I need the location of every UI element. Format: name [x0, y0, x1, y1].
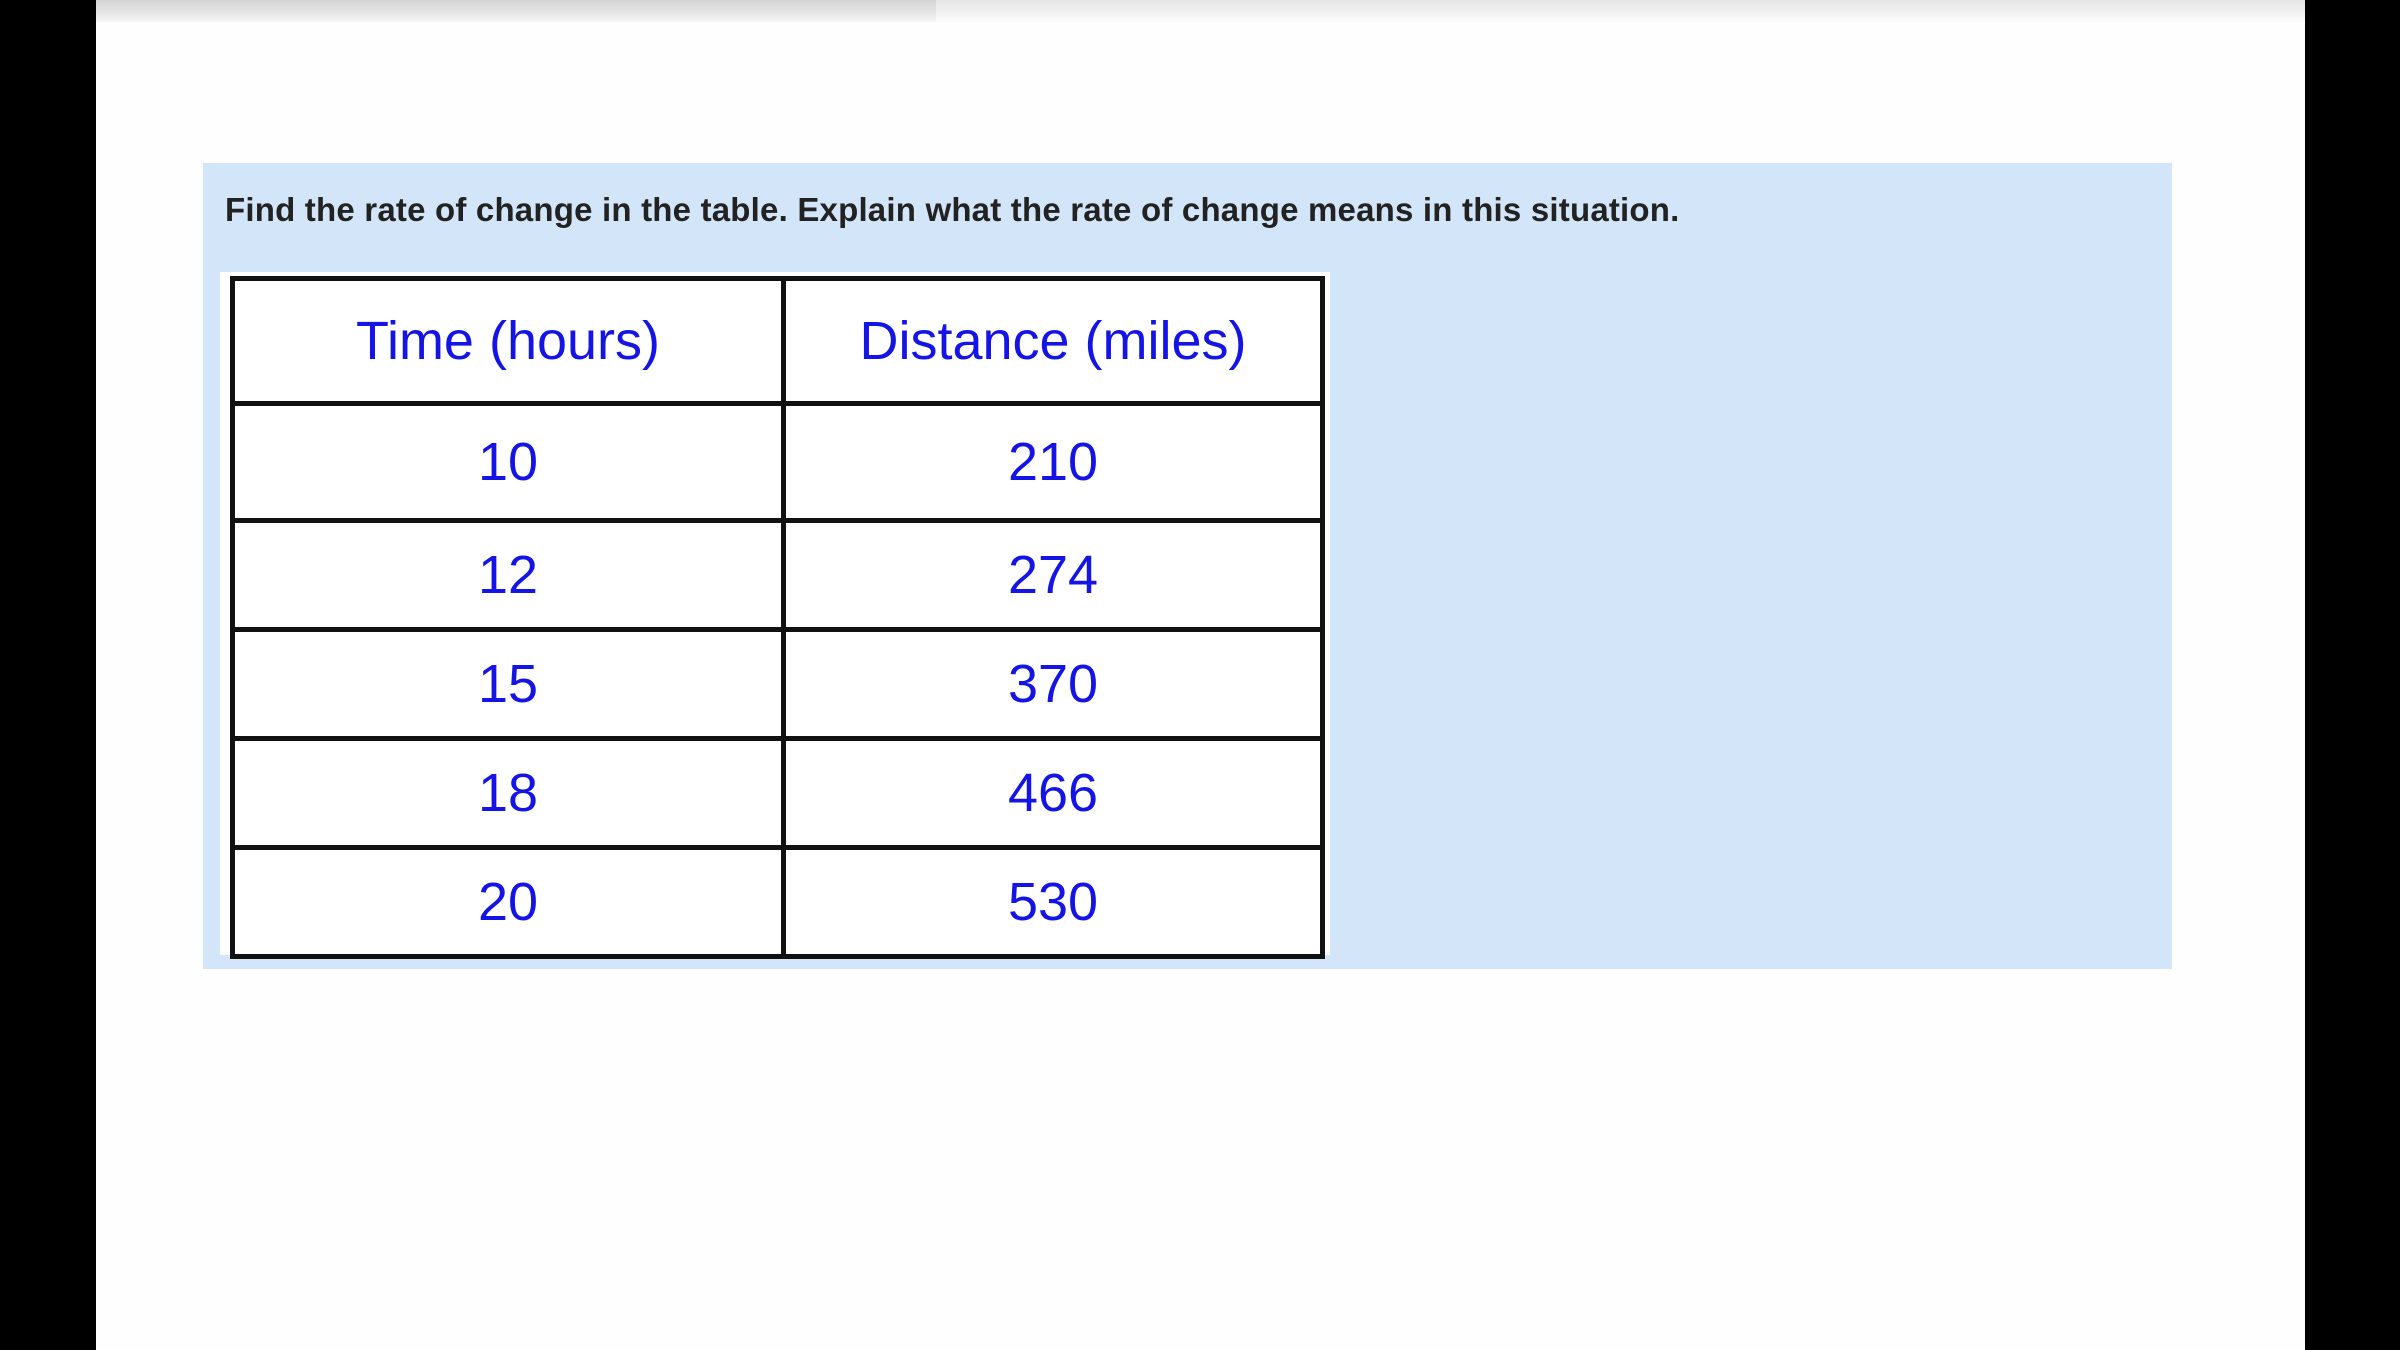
top-shadow-bar [96, 0, 2305, 22]
table-row: 10 210 [230, 401, 1325, 523]
cell-time: 12 [230, 518, 786, 632]
question-panel: Find the rate of change in the table. Ex… [203, 163, 2172, 969]
table-container: Time (hours) Distance (miles) 10 210 12 … [220, 272, 1330, 959]
cell-time: 18 [230, 736, 786, 850]
question-prompt: Find the rate of change in the table. Ex… [225, 191, 1680, 228]
cell-time: 20 [230, 845, 786, 959]
slide-page: Find the rate of change in the table. Ex… [96, 0, 2305, 1350]
time-distance-table: Time (hours) Distance (miles) 10 210 12 … [230, 276, 1325, 959]
table-row: 15 370 [230, 627, 1325, 741]
header-time: Time (hours) [230, 276, 786, 406]
cell-distance: 370 [781, 627, 1325, 741]
cell-time: 15 [230, 627, 786, 741]
cell-time: 10 [230, 401, 786, 523]
table-row: 12 274 [230, 518, 1325, 632]
cell-distance: 210 [781, 401, 1325, 523]
header-distance: Distance (miles) [781, 276, 1325, 406]
cell-distance: 530 [781, 845, 1325, 959]
cell-distance: 466 [781, 736, 1325, 850]
top-shadow-bar-dark [96, 0, 936, 22]
table-row: 18 466 [230, 736, 1325, 850]
cell-distance: 274 [781, 518, 1325, 632]
table-header-row: Time (hours) Distance (miles) [230, 276, 1325, 406]
table-row: 20 530 [230, 845, 1325, 959]
